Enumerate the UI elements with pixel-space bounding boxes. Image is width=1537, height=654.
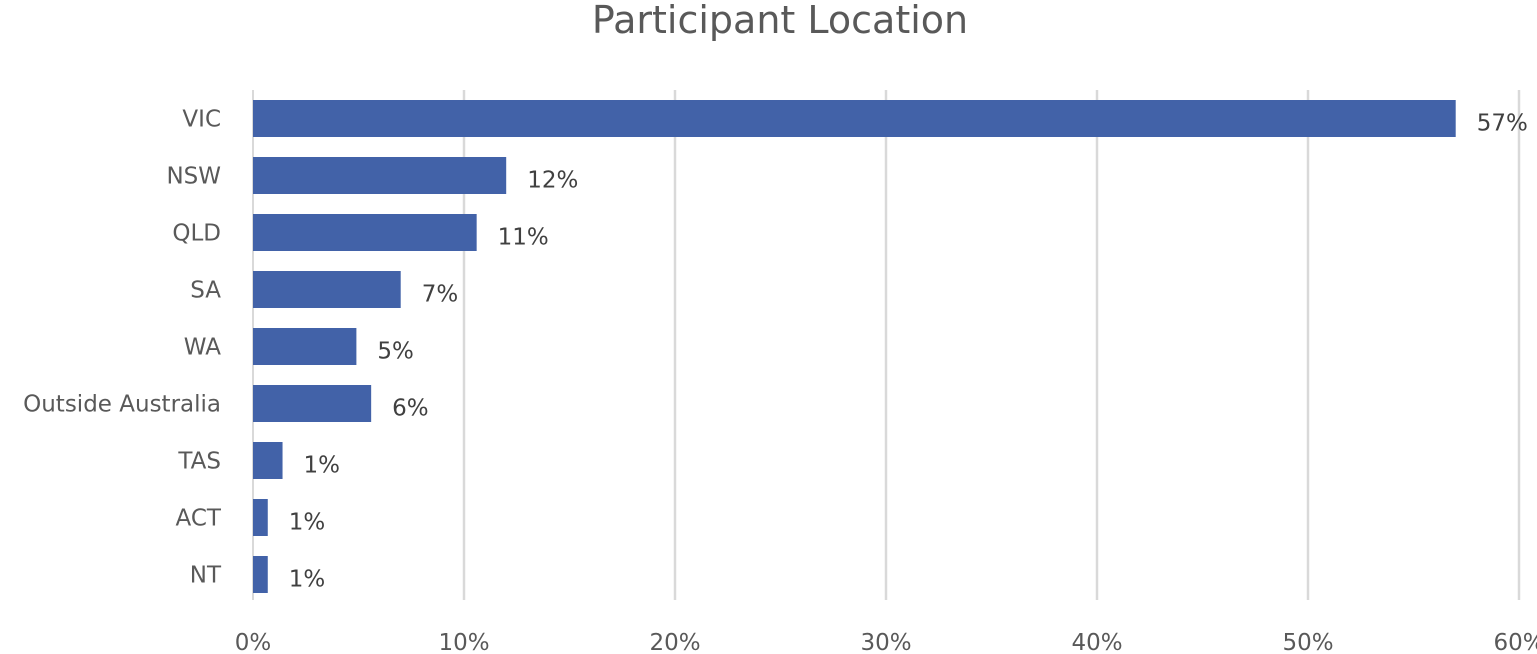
category-label: QLD: [172, 221, 221, 247]
data-label: 1%: [304, 453, 341, 479]
category-label: WA: [184, 335, 221, 361]
bar: [253, 556, 268, 593]
data-label: 1%: [289, 567, 326, 593]
category-label: VIC: [182, 107, 221, 133]
data-label: 7%: [422, 282, 459, 308]
category-label: SA: [190, 278, 221, 304]
category-label: NSW: [166, 164, 221, 190]
x-tick-label: 40%: [1071, 630, 1122, 654]
category-label: Outside Australia: [23, 392, 221, 418]
category-label: NT: [190, 563, 222, 589]
category-label: ACT: [176, 506, 222, 532]
data-label: 11%: [498, 225, 549, 251]
bar: [253, 214, 477, 251]
x-tick-label: 60%: [1493, 630, 1537, 654]
bar: [253, 328, 357, 365]
data-label: 12%: [527, 168, 578, 194]
x-tick-label: 20%: [649, 630, 700, 654]
x-tick-label: 30%: [860, 630, 911, 654]
x-tick-label: 10%: [438, 630, 489, 654]
bar: [253, 442, 283, 479]
data-label: 1%: [289, 510, 326, 536]
bar: [253, 271, 401, 308]
bar: [253, 499, 268, 536]
x-tick-label: 0%: [235, 630, 272, 654]
bar: [253, 157, 507, 194]
data-label: 57%: [1477, 111, 1528, 137]
bar: [253, 100, 1456, 137]
category-label: TAS: [177, 449, 221, 475]
x-tick-label: 50%: [1282, 630, 1333, 654]
bar: [253, 385, 372, 422]
data-label: 5%: [377, 339, 414, 365]
data-label: 6%: [392, 396, 429, 422]
chart-title: Participant Location: [591, 0, 969, 42]
